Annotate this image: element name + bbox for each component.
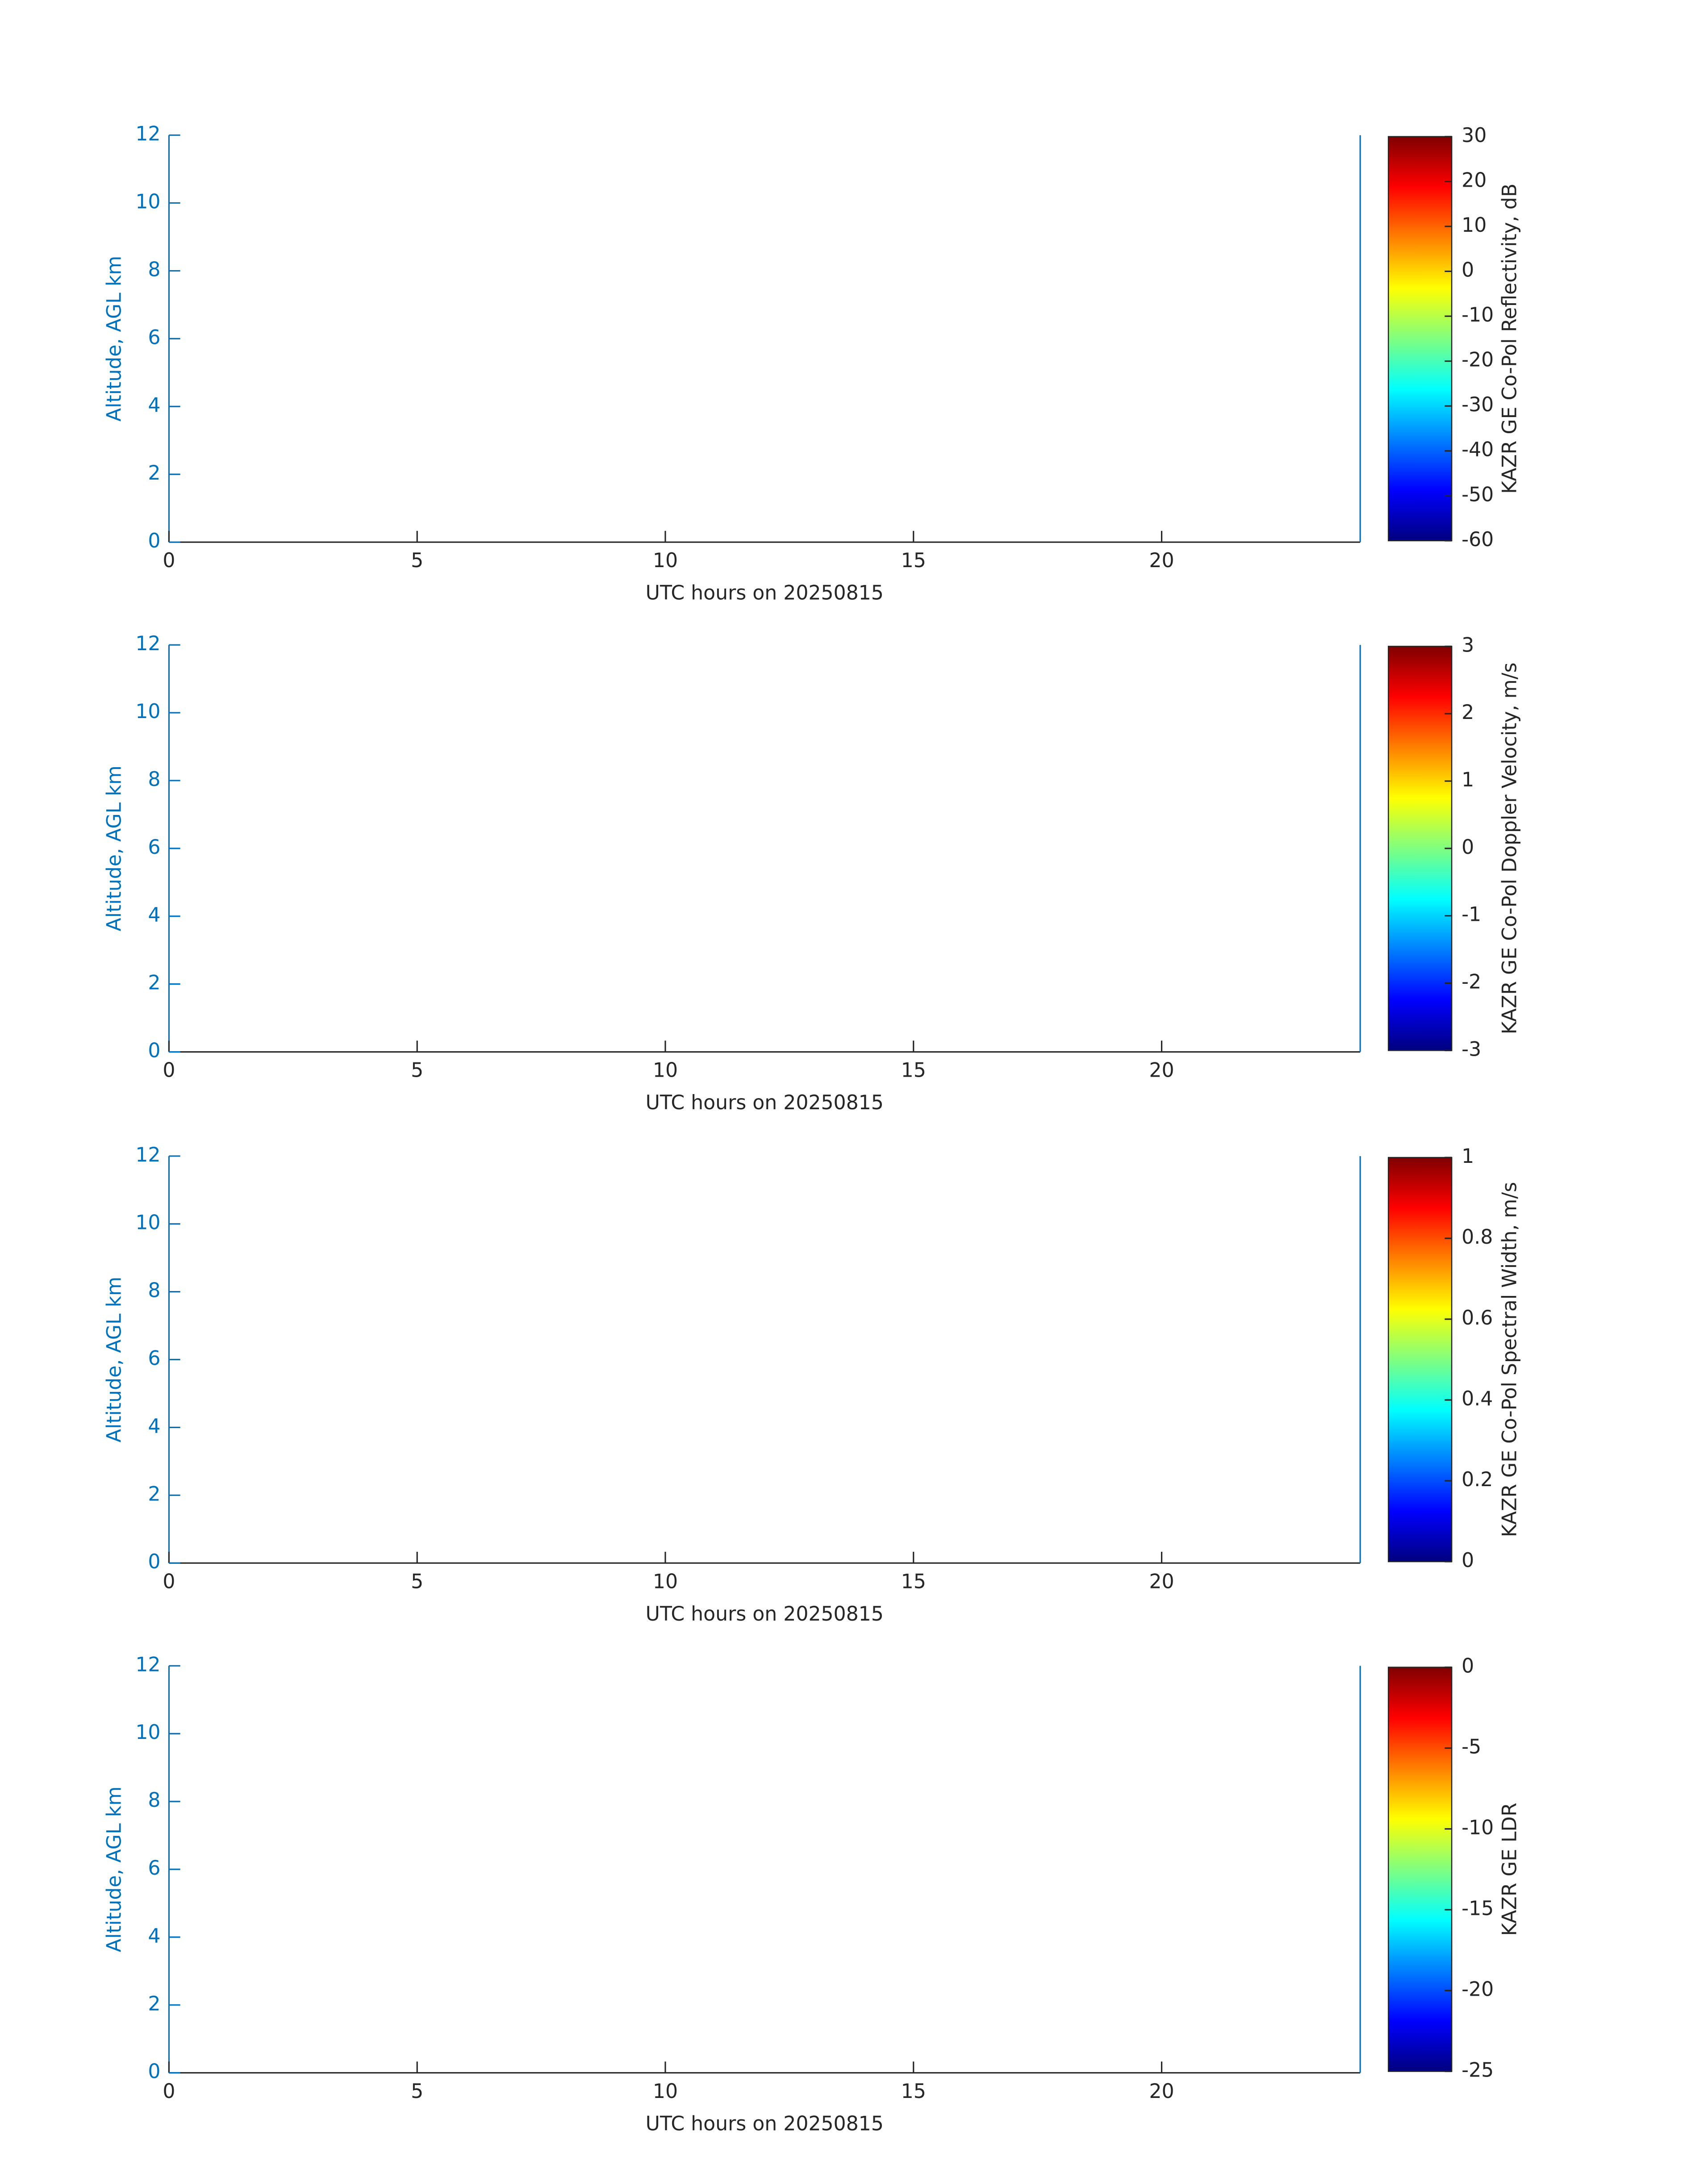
colorbar-tick-label: 0.6 [1462, 1307, 1493, 1329]
colorbar-tick-label: -25 [1462, 2059, 1494, 2082]
colorbar-tick-label: 0 [1462, 259, 1474, 282]
x-tick-label: 0 [163, 1059, 175, 1082]
colorbar-tick-label: -3 [1462, 1038, 1481, 1061]
y-axis-label: Altitude, AGL km [103, 765, 126, 931]
y-tick-label: 12 [135, 632, 160, 655]
colorbar-tick-label: -10 [1462, 304, 1494, 326]
colorbar-tick-label: 30 [1462, 124, 1487, 147]
x-tick-label: 15 [901, 2080, 926, 2103]
y-axis-label: Altitude, AGL km [103, 256, 126, 422]
colorbar [1387, 136, 1453, 542]
colorbar [1387, 1667, 1453, 2072]
y-tick-label: 4 [148, 1415, 160, 1437]
colorbar-tick-label: -60 [1462, 528, 1494, 551]
y-tick-label: 2 [148, 972, 160, 994]
colorbar-label: KAZR GE Co-Pol Doppler Velocity, m/s [1499, 662, 1521, 1034]
colorbar-label: KAZR GE Co-Pol Spectral Width, m/s [1499, 1182, 1521, 1537]
colorbar-tick-label: -20 [1462, 1978, 1494, 2001]
y-tick-label: 10 [135, 1212, 160, 1234]
colorbar-tick-label: 10 [1462, 214, 1487, 237]
y-tick-label: 0 [148, 1040, 160, 1062]
colorbar-label: KAZR GE LDR [1499, 1803, 1521, 1936]
panel: 0 5 10 15 20 0 2 4 6 8 10 12 UTC hours on 20250815 Al… [103, 123, 1521, 605]
colorbar-tick-label: 0.2 [1462, 1468, 1493, 1491]
y-tick-label: 4 [148, 1925, 160, 1947]
y-tick-label: 8 [148, 1279, 160, 1302]
y-tick-label: 6 [148, 326, 160, 349]
colorbar-tick-label: -20 [1462, 349, 1494, 372]
colorbar-tick-label: 1 [1462, 769, 1474, 791]
colorbar-tick-label: -15 [1462, 1897, 1494, 1920]
colorbar-tick-label: 0 [1462, 1655, 1474, 1678]
x-tick-label: 20 [1149, 1059, 1174, 1082]
colorbar [1387, 646, 1453, 1051]
colorbar-tick-label: 1 [1462, 1145, 1474, 1168]
x-tick-label: 20 [1149, 2080, 1174, 2103]
colorbar-tick-label: -5 [1462, 1736, 1481, 1759]
y-tick-label: 12 [135, 1144, 160, 1166]
x-axis-label: UTC hours on 20250815 [646, 582, 884, 605]
colorbar-tick-label: -30 [1462, 393, 1494, 416]
x-axis-label: UTC hours on 20250815 [646, 1603, 884, 1625]
y-tick-label: 0 [148, 1550, 160, 1573]
colorbar-tick-label: 2 [1462, 701, 1474, 724]
x-tick-label: 20 [1149, 549, 1174, 572]
colorbar-tick-label: -2 [1462, 971, 1481, 994]
panel: 0 5 10 15 20 0 2 4 6 8 10 12 UTC hours on 20250815 Al… [103, 1653, 1521, 2135]
y-tick-label: 2 [148, 1993, 160, 2015]
y-tick-label: 10 [135, 1721, 160, 1744]
colorbar-tick-label: -1 [1462, 903, 1481, 926]
x-axis-label: UTC hours on 20250815 [646, 1091, 884, 1114]
y-tick-label: 12 [135, 1653, 160, 1676]
y-tick-label: 6 [148, 836, 160, 859]
y-tick-label: 0 [148, 530, 160, 552]
y-tick-label: 6 [148, 1347, 160, 1370]
colorbar-tick-label: 0.8 [1462, 1226, 1493, 1249]
y-tick-label: 12 [135, 123, 160, 146]
y-tick-label: 4 [148, 904, 160, 927]
y-tick-label: 8 [148, 258, 160, 281]
x-tick-label: 20 [1149, 1570, 1174, 1593]
y-axis-label: Altitude, AGL km [103, 1786, 126, 1952]
x-tick-label: 15 [901, 549, 926, 572]
x-axis-label: UTC hours on 20250815 [646, 2112, 884, 2135]
x-tick-label: 5 [411, 1570, 423, 1593]
y-tick-label: 2 [148, 1483, 160, 1505]
colorbar-tick-label: 0.4 [1462, 1387, 1493, 1410]
y-axis-label: Altitude, AGL km [103, 1277, 126, 1442]
x-tick-label: 0 [163, 2080, 175, 2103]
colorbar-tick-label: 0 [1462, 836, 1474, 859]
colorbar-tick-label: 3 [1462, 634, 1474, 656]
x-tick-label: 5 [411, 549, 423, 572]
colorbar-label: KAZR GE Co-Pol Reflectivity, dB [1499, 184, 1521, 494]
x-tick-label: 10 [653, 1059, 678, 1082]
y-tick-label: 8 [148, 1789, 160, 1812]
y-tick-label: 10 [135, 191, 160, 213]
y-tick-label: 0 [148, 2060, 160, 2083]
y-tick-label: 2 [148, 462, 160, 485]
y-tick-label: 10 [135, 700, 160, 723]
colorbar-tick-label: -50 [1462, 483, 1494, 506]
x-tick-label: 0 [163, 1570, 175, 1593]
colorbar-tick-label: -10 [1462, 1817, 1494, 1839]
x-tick-label: 15 [901, 1570, 926, 1593]
x-tick-label: 5 [411, 2080, 423, 2103]
colorbar-tick-label: 20 [1462, 169, 1487, 192]
x-tick-label: 0 [163, 549, 175, 572]
x-tick-label: 10 [653, 1570, 678, 1593]
y-tick-label: 6 [148, 1857, 160, 1880]
colorbar [1387, 1157, 1453, 1563]
colorbar-tick-label: 0 [1462, 1549, 1474, 1572]
y-tick-label: 4 [148, 394, 160, 417]
x-tick-label: 10 [653, 2080, 678, 2103]
y-tick-label: 8 [148, 768, 160, 791]
x-tick-label: 15 [901, 1059, 926, 1082]
colorbar-tick-label: -40 [1462, 439, 1494, 461]
x-tick-label: 10 [653, 549, 678, 572]
x-tick-label: 5 [411, 1059, 423, 1082]
